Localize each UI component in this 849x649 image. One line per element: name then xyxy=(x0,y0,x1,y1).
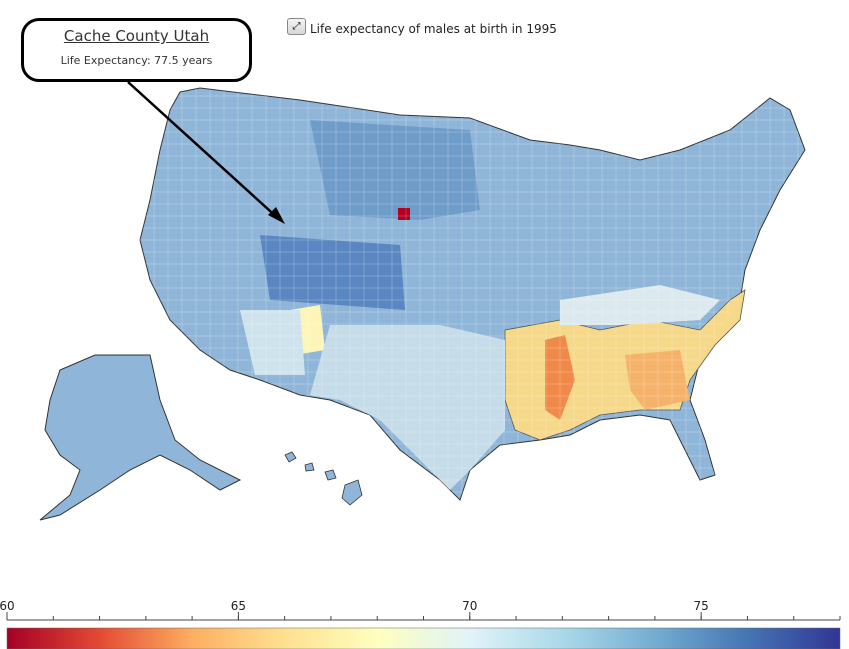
legend-tick-label: 75 xyxy=(694,599,709,613)
map-title: Life expectancy of males at birth in 199… xyxy=(310,22,557,36)
tooltip-arrowhead xyxy=(268,207,285,224)
tooltip-county-name[interactable]: Cache County Utah xyxy=(63,27,210,45)
county-tooltip: Cache County Utah Life Expectancy: 77.5 … xyxy=(21,18,252,82)
hawaii xyxy=(284,451,363,506)
alaska xyxy=(39,354,242,521)
legend-tick-label: 65 xyxy=(231,599,246,613)
expand-arrows-icon[interactable]: ⤢ xyxy=(287,18,306,35)
us-county-map[interactable] xyxy=(0,0,849,590)
tooltip-life-expectancy: Life Expectancy: 77.5 years xyxy=(60,54,213,67)
tooltip-pointer xyxy=(127,81,281,221)
legend-color-bar xyxy=(6,627,841,649)
color-legend: 60 65 70 75 xyxy=(0,599,841,649)
legend-tick-label: 60 xyxy=(0,599,15,613)
county-grid xyxy=(140,88,805,500)
legend-tick-label: 70 xyxy=(462,599,477,613)
